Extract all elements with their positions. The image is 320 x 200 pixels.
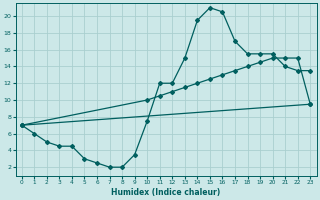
X-axis label: Humidex (Indice chaleur): Humidex (Indice chaleur) — [111, 188, 221, 197]
